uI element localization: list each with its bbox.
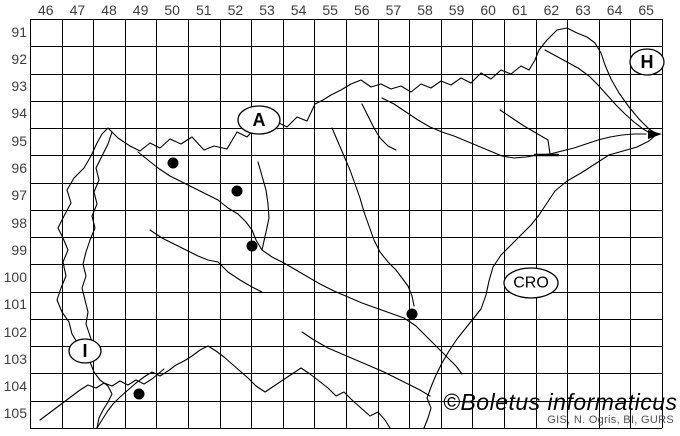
column-label-57: 57 xyxy=(385,2,402,18)
row-label-99: 99 xyxy=(11,241,27,258)
attribution-text: GIS, N. Ogris, BI, GURS xyxy=(547,414,674,426)
country-label-A: A xyxy=(253,110,266,130)
row-label-103: 103 xyxy=(3,350,27,367)
row-label-101: 101 xyxy=(3,296,27,313)
coastline-path xyxy=(39,368,165,421)
column-label-47: 47 xyxy=(69,2,86,18)
country-ellipse-I xyxy=(68,338,102,364)
row-label-91: 91 xyxy=(11,23,27,40)
column-label-48: 48 xyxy=(101,2,117,18)
river-savinja xyxy=(331,127,415,307)
row-label-97: 97 xyxy=(11,187,27,204)
row-label-95: 95 xyxy=(11,132,27,149)
column-label-49: 49 xyxy=(132,2,149,18)
column-label-51: 51 xyxy=(196,2,212,18)
column-label-64: 64 xyxy=(606,2,623,18)
river-drava xyxy=(381,97,647,159)
row-label-96: 96 xyxy=(11,159,27,176)
row-label-92: 92 xyxy=(11,50,27,67)
country-border-path xyxy=(56,27,658,429)
river-soca xyxy=(81,131,113,359)
river-mura xyxy=(544,49,653,135)
column-label-58: 58 xyxy=(417,2,433,18)
column-label-50: 50 xyxy=(164,2,180,18)
occurrence-dot-96-50 xyxy=(167,157,179,169)
column-label-61: 61 xyxy=(512,2,528,18)
river-ljubljanica xyxy=(217,261,263,293)
column-label-63: 63 xyxy=(575,2,591,18)
river-confluence-mark xyxy=(648,130,662,139)
row-label-98: 98 xyxy=(11,214,27,231)
row-label-102: 102 xyxy=(3,323,27,340)
country-label-I: I xyxy=(82,341,87,361)
column-label-55: 55 xyxy=(322,2,338,18)
row-label-93: 93 xyxy=(11,78,27,95)
occurrence-dots xyxy=(133,157,418,400)
column-label-56: 56 xyxy=(354,2,370,18)
column-label-60: 60 xyxy=(480,2,496,18)
country-ellipse-CRO xyxy=(503,267,559,299)
column-label-54: 54 xyxy=(290,2,307,18)
occurrence-dot-101-58 xyxy=(406,308,418,320)
country-ellipse-H xyxy=(629,48,665,76)
river-mislinja xyxy=(361,103,397,151)
country-labels: A H CRO I xyxy=(68,48,665,364)
occurrence-dot-99-53 xyxy=(246,240,258,252)
country-label-CRO: CRO xyxy=(513,275,549,292)
grid-lines xyxy=(30,19,663,429)
row-label-104: 104 xyxy=(3,378,27,395)
southern-border-path xyxy=(96,345,391,429)
copyright-text: ©Boletus informaticus xyxy=(443,389,678,415)
country-ellipse-A xyxy=(237,105,281,135)
column-label-62: 62 xyxy=(543,2,560,18)
river-pesnica xyxy=(499,109,551,155)
occurrence-dot-104-49 xyxy=(133,388,145,400)
river-krka xyxy=(301,331,431,397)
slovenia-map-outline xyxy=(39,27,662,429)
column-label-52: 52 xyxy=(227,2,244,18)
column-label-53: 53 xyxy=(259,2,275,18)
river-idrijca xyxy=(149,229,219,263)
country-label-H: H xyxy=(641,52,654,72)
row-label-100: 100 xyxy=(3,269,27,286)
column-label-59: 59 xyxy=(448,2,465,18)
row-label-94: 94 xyxy=(11,105,27,122)
row-label-105: 105 xyxy=(3,405,27,422)
column-label-65: 65 xyxy=(638,2,654,18)
river-sava xyxy=(137,151,463,375)
river-kamniska-bistrica xyxy=(257,161,270,251)
occurrence-dot-97-52 xyxy=(231,185,243,197)
column-label-46: 46 xyxy=(38,2,54,18)
